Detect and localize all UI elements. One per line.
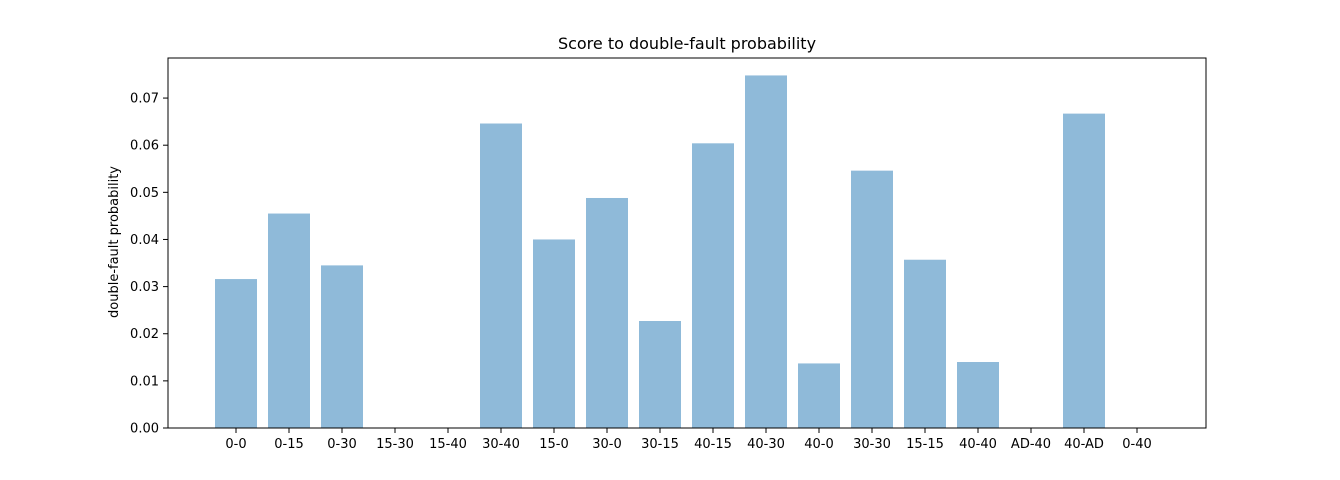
x-tick-label: 0-0 (225, 437, 246, 452)
bar-0-0 (215, 279, 257, 428)
y-tick-label: 0.00 (130, 422, 159, 437)
x-tick-label: 40-30 (747, 437, 785, 452)
x-tick-label: 30-40 (482, 437, 520, 452)
x-tick-label: 0-30 (327, 437, 357, 452)
x-tick-label: 40-15 (694, 437, 732, 452)
x-tick-label: 15-15 (906, 437, 944, 452)
x-tick-label: 15-0 (539, 437, 569, 452)
bar-30-15 (639, 321, 681, 428)
x-tick-label: 15-30 (376, 437, 414, 452)
bar-40-0 (798, 363, 840, 428)
x-tick-label: 30-15 (641, 437, 679, 452)
bar-40-40 (957, 362, 999, 428)
x-tick-label: 40-0 (804, 437, 834, 452)
x-tick-label: AD-40 (1011, 437, 1051, 452)
y-tick-label: 0.03 (130, 280, 159, 295)
bar-30-0 (586, 197, 628, 428)
y-axis-label: double-fault probability (107, 166, 122, 318)
bars-group (215, 75, 1105, 429)
bar-40-30 (745, 75, 787, 429)
x-tick-label: 40-AD (1064, 437, 1104, 452)
bar-0-15 (268, 213, 310, 428)
x-tick-label: 15-40 (429, 437, 467, 452)
bar-0-30 (321, 265, 363, 428)
plot-frame (167, 57, 1207, 429)
bar-15-0 (533, 239, 575, 428)
x-axis-ticks: 0-0 0-15 0-30 15-30 15-40 30-40 15-0 30-0 30-15 4… (225, 428, 1152, 452)
y-tick-label: 0.05 (130, 186, 159, 201)
bar-40-15 (692, 143, 734, 428)
y-tick-label: 0.06 (130, 139, 159, 154)
x-tick-label: 0-40 (1122, 437, 1152, 452)
x-tick-label: 30-30 (853, 437, 891, 452)
y-tick-label: 0.02 (130, 327, 159, 342)
bar-30-30 (851, 170, 893, 428)
y-axis-ticks: 0.00 0.01 0.02 0.03 0.04 0.05 0.06 0.07 (130, 92, 168, 437)
bar-40-AD (1063, 113, 1105, 429)
x-tick-label: 0-15 (274, 437, 304, 452)
y-tick-label: 0.04 (130, 233, 159, 248)
bar-15-15 (904, 259, 946, 428)
x-tick-label: 40-40 (959, 437, 997, 452)
bar-30-40 (480, 123, 522, 428)
x-tick-label: 30-0 (592, 437, 622, 452)
y-tick-label: 0.07 (130, 92, 159, 107)
y-tick-label: 0.01 (130, 374, 159, 389)
chart-title: Score to double-fault probability (558, 34, 816, 53)
